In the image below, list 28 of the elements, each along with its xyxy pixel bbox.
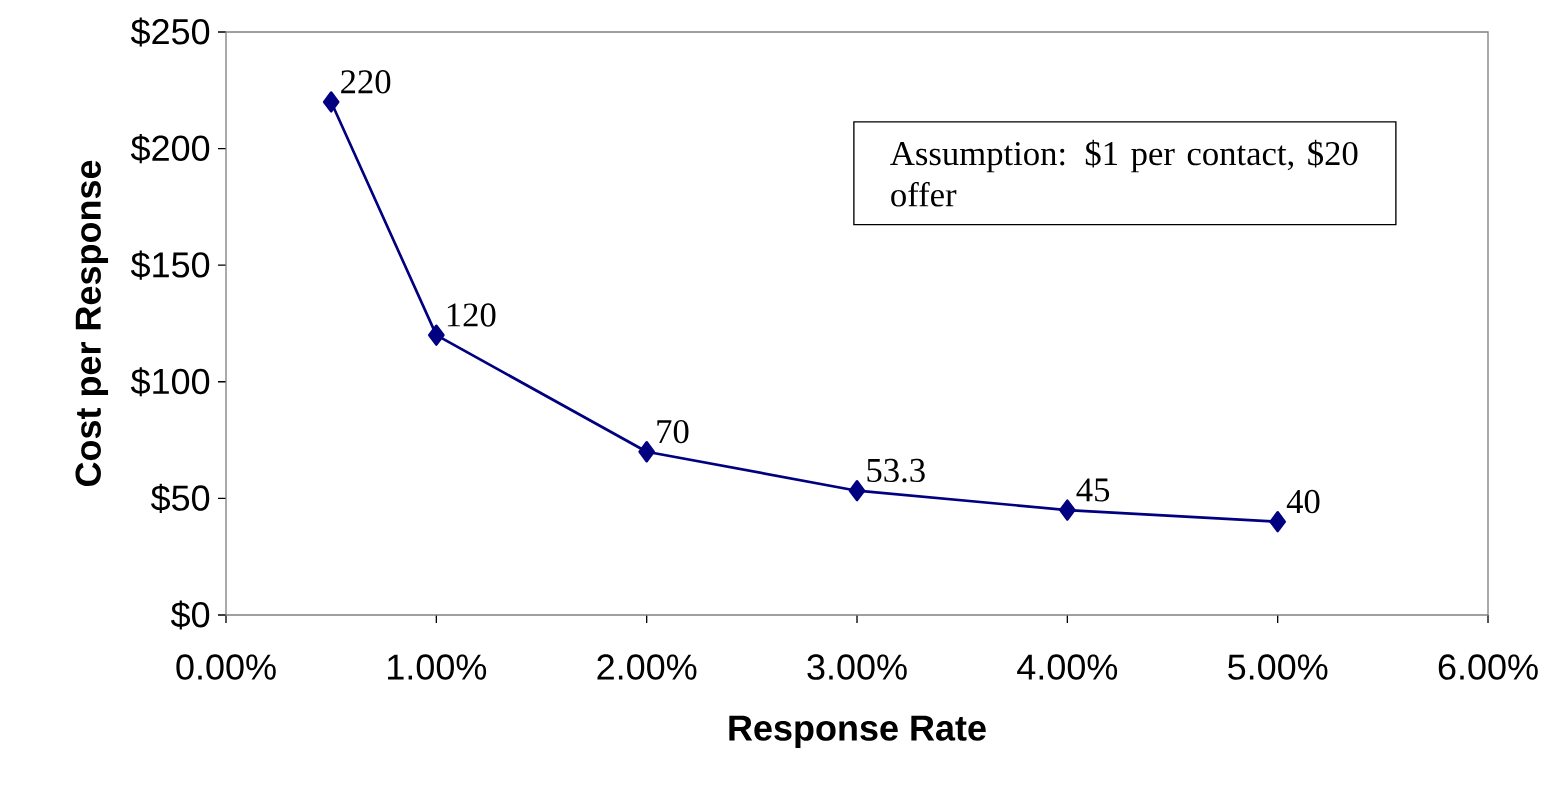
data-label: 45: [1076, 478, 1110, 502]
y-tick-label: $150: [130, 250, 210, 280]
point: [428, 324, 445, 346]
data-label: 53.3: [867, 458, 925, 483]
data-label: 70: [657, 419, 689, 444]
point: [1269, 511, 1287, 533]
data-label: 220: [341, 70, 391, 94]
x-tick-label: 4.00%: [1017, 654, 1118, 680]
point: [638, 441, 656, 463]
y-tick-label: $100: [130, 367, 210, 397]
x-tick-label: 0.00%: [176, 654, 276, 680]
x-tick-label: 1.00%: [388, 654, 487, 680]
y-tick-label: $250: [130, 17, 210, 47]
point: [322, 91, 340, 113]
x-tick-label: 5.00%: [1228, 654, 1328, 680]
data-label: 120: [447, 303, 496, 327]
y-tick-label: $50: [150, 483, 210, 513]
data-label: 40: [1286, 489, 1320, 514]
point: [848, 480, 866, 502]
y-tick-label: $200: [130, 134, 210, 164]
y-axis-title: Cost per Response: [75, 160, 109, 487]
point: [1059, 499, 1076, 521]
x-tick-label: 2.00%: [597, 654, 697, 680]
y-tick-label: $0: [170, 600, 210, 630]
x-tick-label: 6.00%: [1438, 654, 1538, 680]
x-tick-label: 3.00%: [807, 654, 907, 680]
x-axis-title: Response Rate: [729, 715, 986, 748]
annotation: Assumption: $1 per contact, $20 offer: [890, 139, 1358, 207]
